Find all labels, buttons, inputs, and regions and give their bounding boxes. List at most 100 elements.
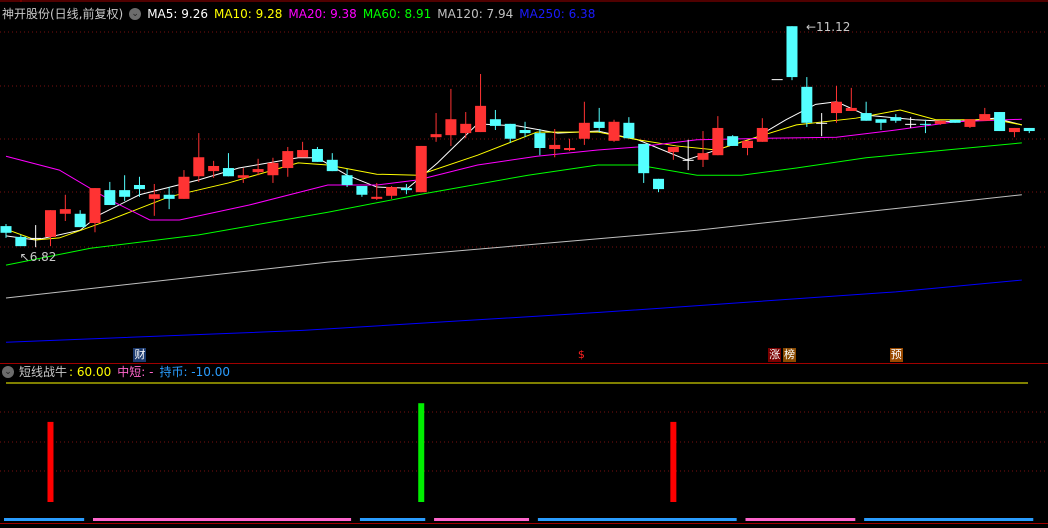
low-price-label: ↖6.82 <box>20 250 57 264</box>
candle <box>475 73 487 133</box>
event-marker[interactable]: $ <box>577 348 585 361</box>
candle <box>816 113 828 137</box>
state-segment-hold <box>864 518 1034 521</box>
candle-body <box>133 184 145 190</box>
candle <box>979 107 991 121</box>
candle <box>608 119 620 142</box>
candle-body <box>593 121 605 128</box>
candle-body <box>875 119 887 123</box>
candle <box>771 79 783 81</box>
candle <box>830 85 842 123</box>
candle-body <box>297 150 309 158</box>
candle <box>163 187 175 210</box>
indicator-header: ⌄ 短线战牛 : 60.00 中短: - 持币: -10.00 <box>2 365 230 379</box>
candle-body <box>178 176 190 199</box>
candle-body <box>608 121 620 141</box>
candle-body <box>979 114 991 121</box>
candle <box>964 119 976 128</box>
candle <box>489 109 501 131</box>
candle <box>905 117 917 128</box>
candle-body <box>445 119 457 136</box>
candle-body <box>682 159 694 161</box>
candle-body <box>89 188 101 224</box>
candle <box>400 183 412 195</box>
candle-body <box>830 101 842 114</box>
candle-body <box>623 122 635 139</box>
candle <box>786 26 798 81</box>
candle-body <box>712 127 724 156</box>
candle-body <box>638 143 650 174</box>
candle-body <box>59 209 71 214</box>
candle <box>267 157 279 183</box>
candle-body <box>504 123 516 139</box>
candle <box>934 120 946 125</box>
state-segment-hold <box>4 518 85 521</box>
indicator-name: 短线战牛 <box>19 365 68 379</box>
candle <box>504 123 516 143</box>
candle-body <box>74 213 86 228</box>
chart-header: 神开股份(日线,前复权) ⌄ MA5: 9.26 MA10: 9.28 MA20… <box>2 6 601 22</box>
high-price-label: ←11.12 <box>806 20 850 34</box>
candle-body <box>163 194 175 199</box>
candle <box>875 119 887 131</box>
candle <box>593 107 605 133</box>
candle <box>845 87 857 111</box>
candle <box>326 153 338 172</box>
candle <box>133 176 145 197</box>
event-marker[interactable]: 财 <box>133 348 147 362</box>
candle-body <box>964 119 976 127</box>
candle-body <box>949 119 961 123</box>
ma5-label: MA5: 9.26 <box>147 7 208 21</box>
candle-body <box>30 237 42 239</box>
candle <box>994 112 1006 132</box>
candle-body <box>771 79 783 81</box>
candle-body <box>845 107 857 111</box>
candle <box>712 116 724 156</box>
candle <box>549 128 561 158</box>
state-segment-mid <box>92 518 352 521</box>
candle-body <box>475 105 487 133</box>
candle <box>89 188 101 233</box>
candle <box>890 114 902 123</box>
candle <box>356 186 368 197</box>
candle-body <box>519 130 531 134</box>
candle <box>341 169 353 188</box>
candle <box>237 168 249 183</box>
candle <box>682 139 694 171</box>
candle-body <box>919 123 931 125</box>
candle <box>252 158 264 176</box>
event-marker[interactable]: 榜 <box>783 348 797 362</box>
candle <box>59 194 71 221</box>
candle-body <box>267 162 279 176</box>
candle <box>15 234 27 247</box>
ma-line-ma250 <box>5 279 1022 343</box>
candle <box>801 77 813 127</box>
ma-line-ma5 <box>5 101 1022 241</box>
candle <box>860 101 872 121</box>
indicator-mid: 中短: - <box>117 365 154 379</box>
candle-body <box>801 86 813 123</box>
candle-body <box>326 159 338 172</box>
chevron-down-icon[interactable]: ⌄ <box>129 8 142 20</box>
event-marker[interactable]: 预 <box>889 348 903 362</box>
indicator-hold: 持币: -10.00 <box>159 365 230 379</box>
candle-body <box>356 186 368 195</box>
candle-body <box>742 140 753 148</box>
candle <box>534 128 546 156</box>
state-segment-hold <box>537 518 737 521</box>
candle <box>430 113 442 142</box>
event-marker[interactable]: 涨 <box>768 348 782 362</box>
candle-body <box>282 151 294 169</box>
candle <box>311 146 323 162</box>
candle-body <box>386 187 398 196</box>
candle-body <box>237 175 249 178</box>
candle-body <box>786 26 798 78</box>
chevron-down-icon[interactable]: ⌄ <box>2 366 14 378</box>
signal-bar <box>418 403 425 502</box>
candle-body <box>371 196 383 199</box>
candle <box>222 153 234 177</box>
candle-body <box>697 153 709 160</box>
candle <box>1023 127 1035 134</box>
candle-body <box>148 194 160 199</box>
